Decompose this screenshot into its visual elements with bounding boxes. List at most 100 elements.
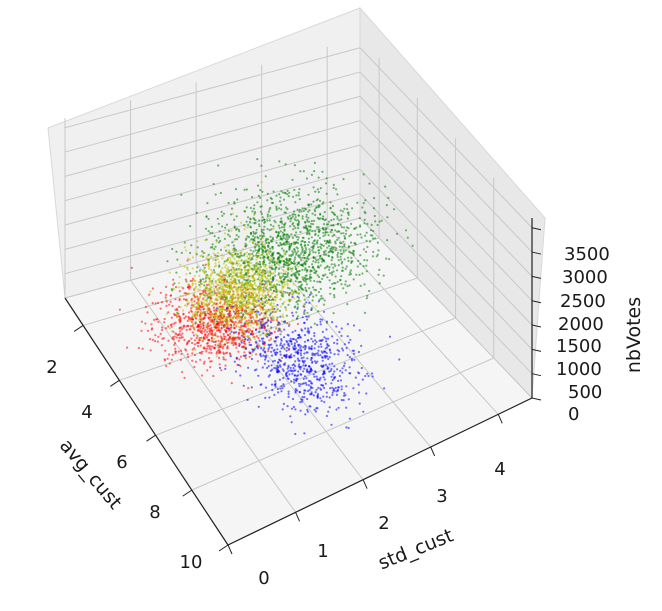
data-point bbox=[270, 301, 273, 304]
data-point bbox=[241, 332, 244, 335]
data-point bbox=[198, 288, 201, 291]
data-point bbox=[329, 272, 332, 275]
data-point bbox=[208, 327, 211, 330]
data-point bbox=[316, 280, 319, 283]
data-point bbox=[285, 250, 288, 253]
data-point bbox=[293, 354, 296, 357]
data-point bbox=[330, 271, 334, 274]
data-point bbox=[340, 262, 343, 265]
data-point bbox=[153, 318, 156, 321]
data-point bbox=[331, 362, 334, 365]
data-point bbox=[336, 338, 339, 342]
x-axis-line bbox=[64, 297, 229, 546]
data-point bbox=[316, 206, 319, 209]
data-point bbox=[218, 241, 221, 244]
data-point bbox=[178, 290, 181, 293]
y-tick-mark bbox=[430, 446, 436, 457]
data-point bbox=[263, 244, 266, 247]
data-point bbox=[336, 368, 339, 371]
data-point bbox=[165, 298, 168, 301]
data-point bbox=[219, 302, 222, 305]
data-point bbox=[222, 262, 225, 265]
data-point bbox=[344, 249, 347, 252]
data-point bbox=[333, 296, 336, 299]
data-point bbox=[242, 248, 245, 251]
data-point bbox=[277, 321, 280, 324]
data-point bbox=[183, 241, 186, 244]
data-point bbox=[266, 366, 269, 369]
data-point bbox=[348, 417, 351, 420]
data-point bbox=[215, 352, 218, 355]
data-point bbox=[300, 264, 304, 267]
data-point bbox=[301, 268, 304, 271]
data-point bbox=[247, 278, 250, 281]
data-point bbox=[202, 268, 205, 271]
data-point bbox=[386, 239, 389, 242]
data-point bbox=[260, 327, 263, 330]
data-point bbox=[283, 343, 286, 346]
data-point bbox=[221, 282, 224, 285]
data-point bbox=[198, 283, 201, 287]
data-point bbox=[243, 286, 247, 289]
data-point bbox=[332, 248, 335, 251]
data-point bbox=[328, 268, 331, 271]
data-point bbox=[311, 340, 314, 343]
data-point bbox=[318, 229, 321, 232]
data-point bbox=[230, 295, 234, 298]
data-point bbox=[291, 370, 294, 373]
data-point bbox=[283, 346, 286, 350]
data-point bbox=[240, 311, 243, 315]
data-point bbox=[239, 305, 242, 308]
data-point bbox=[144, 322, 147, 325]
data-point bbox=[206, 307, 209, 311]
data-point bbox=[274, 221, 277, 224]
data-point bbox=[238, 319, 241, 323]
data-point bbox=[224, 266, 227, 269]
data-point bbox=[174, 308, 177, 311]
data-point bbox=[246, 299, 249, 302]
data-point bbox=[306, 330, 309, 333]
data-point bbox=[165, 312, 169, 315]
data-point bbox=[324, 218, 327, 221]
data-point bbox=[256, 184, 260, 187]
data-point bbox=[303, 334, 307, 337]
data-point bbox=[171, 287, 174, 291]
data-point bbox=[294, 391, 297, 394]
data-point bbox=[371, 255, 374, 258]
data-point bbox=[238, 358, 241, 361]
data-point bbox=[293, 374, 297, 377]
data-point bbox=[226, 313, 230, 316]
data-point bbox=[331, 256, 334, 259]
data-point bbox=[208, 279, 211, 282]
data-point bbox=[290, 242, 293, 245]
data-point bbox=[208, 301, 211, 305]
data-point bbox=[343, 245, 346, 248]
data-point bbox=[285, 270, 288, 273]
data-point bbox=[256, 261, 259, 264]
data-point bbox=[292, 290, 295, 293]
data-point bbox=[234, 188, 238, 191]
data-point bbox=[313, 161, 316, 164]
data-point bbox=[223, 325, 226, 328]
data-point bbox=[206, 202, 209, 205]
data-point bbox=[287, 370, 290, 373]
data-point bbox=[229, 253, 232, 256]
data-point bbox=[331, 386, 334, 389]
data-point bbox=[352, 324, 356, 327]
grid-line bbox=[359, 47, 533, 229]
data-point bbox=[275, 241, 278, 244]
data-point bbox=[314, 370, 317, 373]
data-point bbox=[201, 313, 204, 316]
data-point bbox=[351, 349, 354, 352]
data-point bbox=[269, 327, 272, 330]
data-point bbox=[234, 262, 237, 265]
data-point bbox=[208, 287, 211, 290]
data-point bbox=[305, 215, 308, 218]
data-point bbox=[312, 251, 315, 254]
data-point bbox=[245, 294, 248, 297]
data-point bbox=[277, 391, 280, 394]
data-point bbox=[293, 289, 297, 292]
data-point bbox=[202, 301, 205, 304]
data-point bbox=[282, 265, 285, 269]
data-point bbox=[268, 288, 271, 292]
